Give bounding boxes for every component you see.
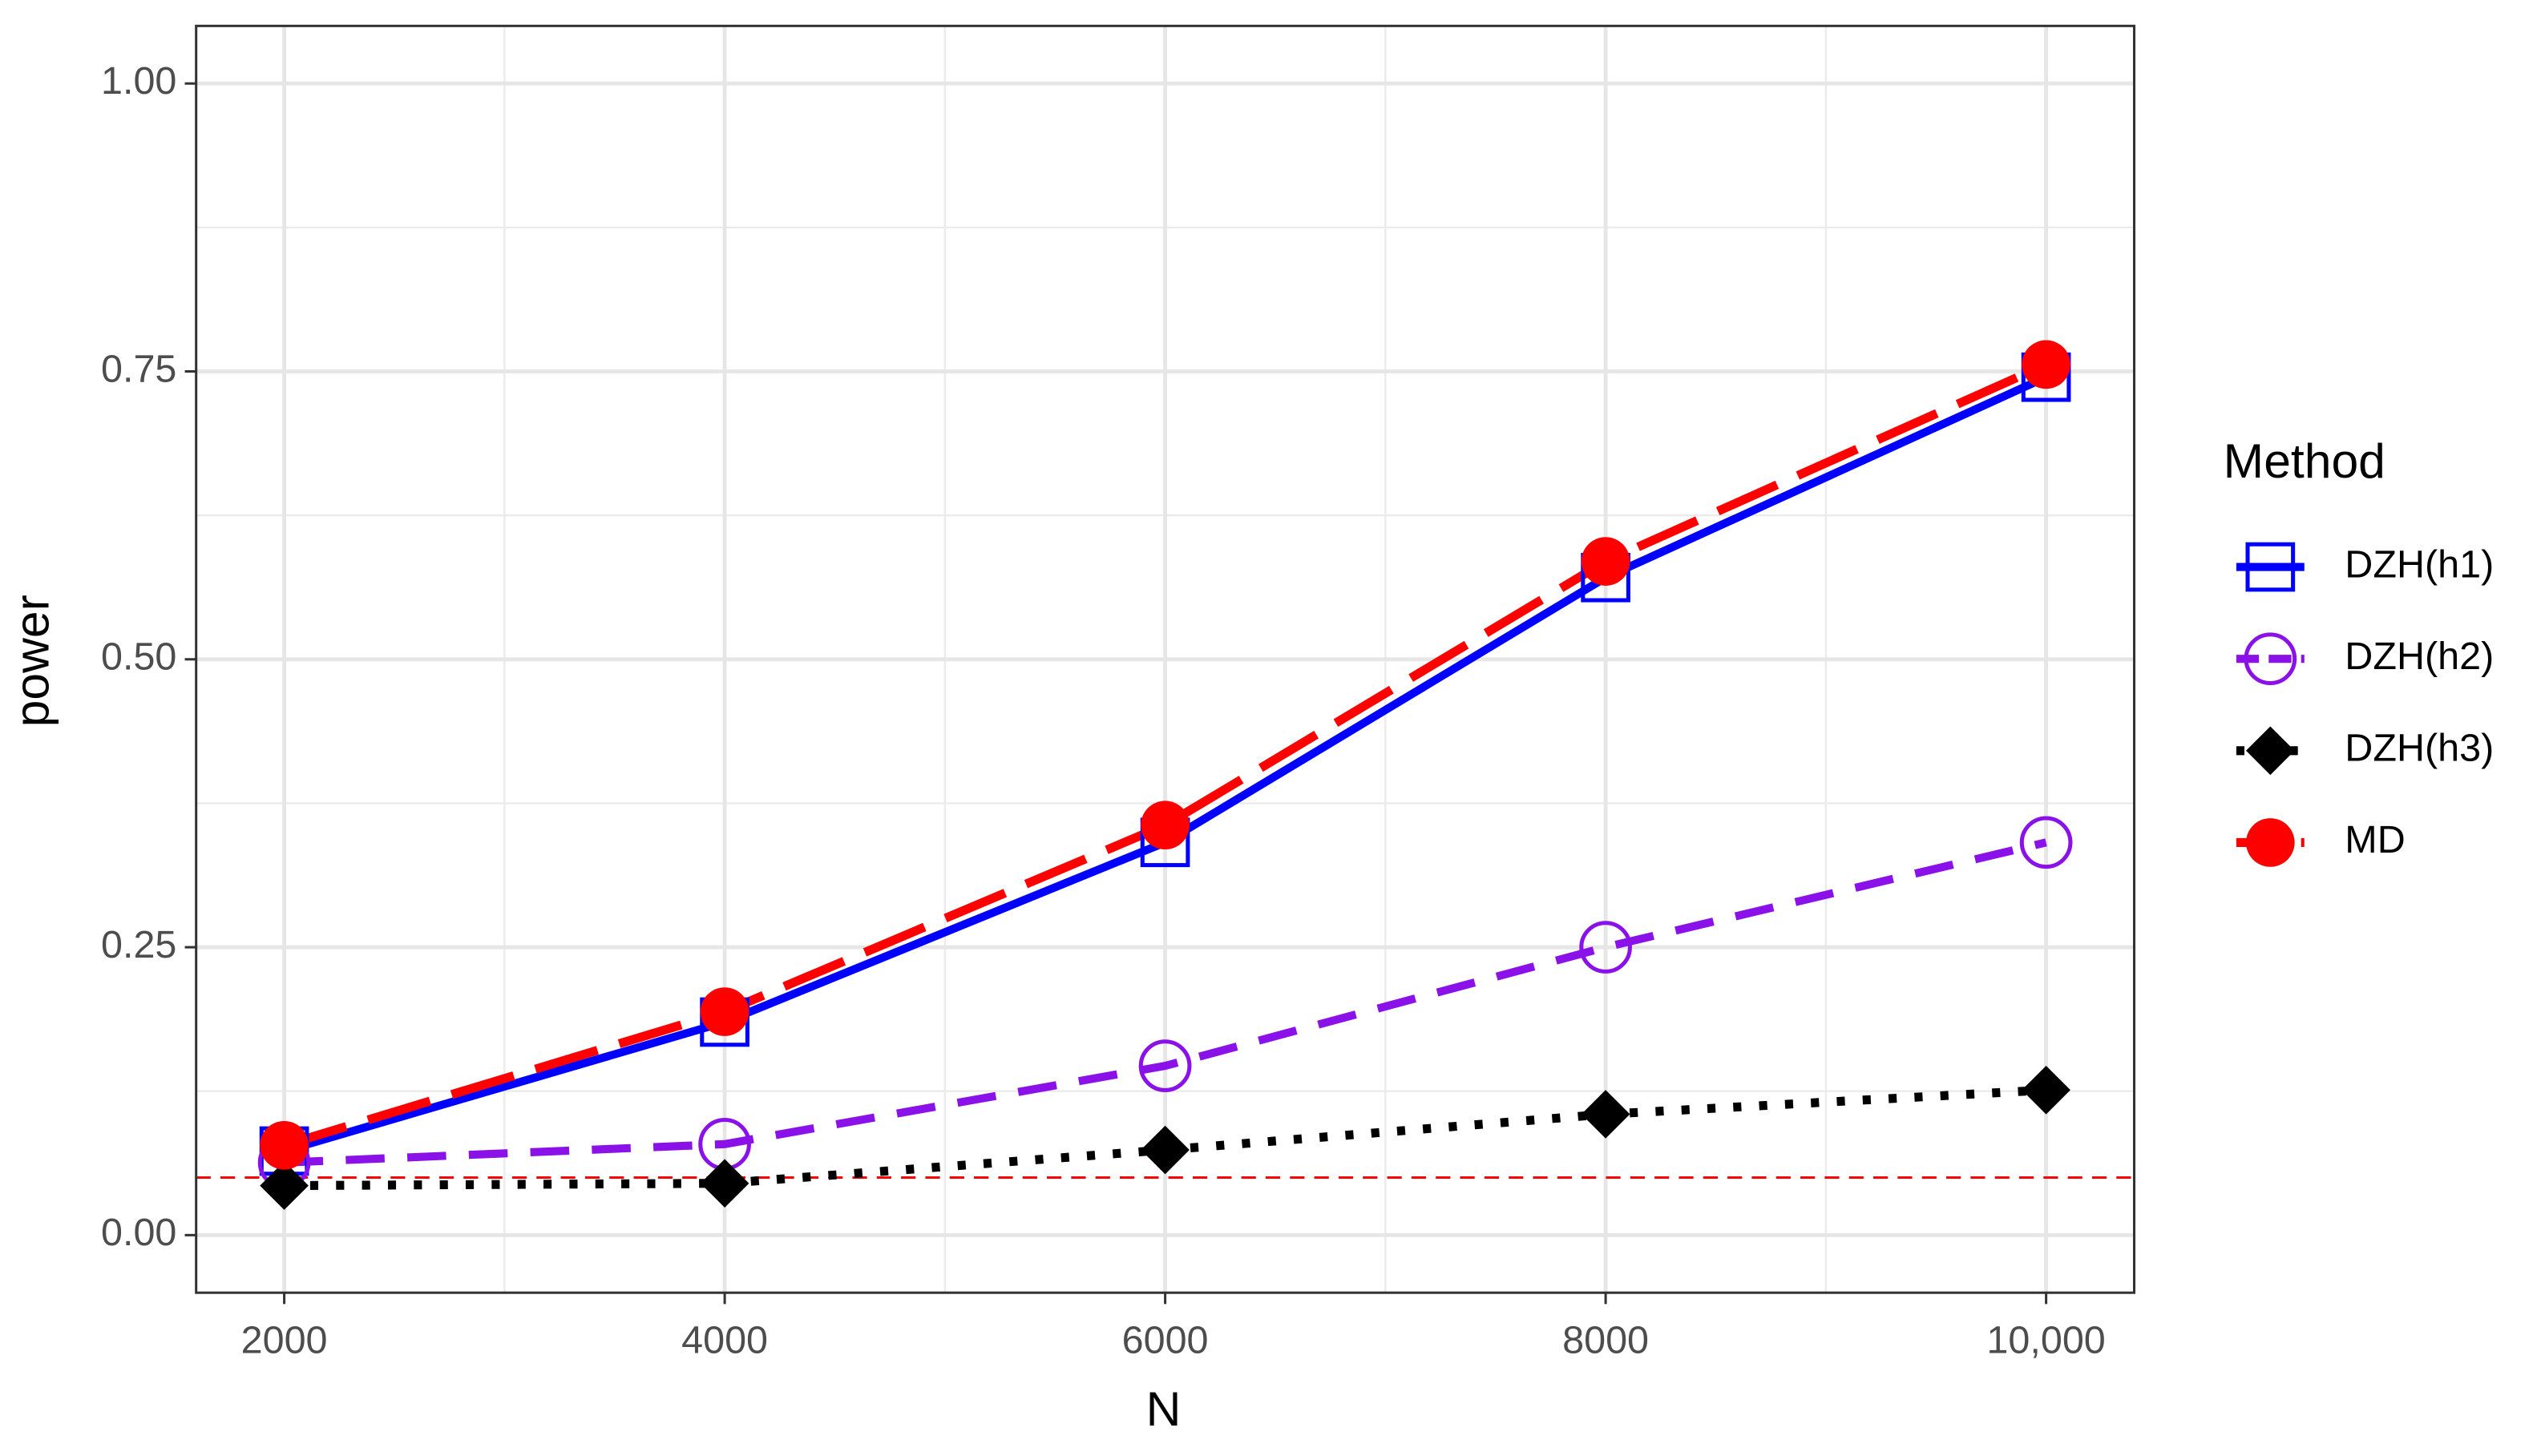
legend-title: Method — [2224, 434, 2385, 488]
marker — [700, 987, 749, 1036]
marker — [1579, 921, 1632, 974]
plot-border — [195, 24, 2136, 1294]
legend-marker — [2244, 632, 2297, 686]
marker — [1141, 801, 1190, 850]
y-tick-label: 0.25 — [101, 923, 176, 966]
marker — [2022, 1065, 2070, 1115]
legend-marker — [2245, 818, 2295, 867]
marker — [2019, 816, 2073, 869]
legend-label: MD — [2345, 818, 2405, 861]
x-tick-label: 2000 — [241, 1319, 328, 1362]
marker — [2022, 340, 2070, 389]
marker — [1138, 1039, 1192, 1092]
marker — [1581, 537, 1630, 586]
legend-label: DZH(h1) — [2345, 542, 2494, 586]
x-tick-label: 6000 — [1122, 1319, 1209, 1362]
x-axis-label: N — [1146, 1381, 1182, 1436]
y-tick-label: 0.75 — [101, 347, 176, 390]
marker — [700, 1159, 749, 1208]
y-tick-label: 0.50 — [101, 635, 176, 679]
legend-label: DZH(h2) — [2345, 635, 2494, 678]
x-tick-label: 10,000 — [1986, 1319, 2105, 1362]
series-line — [284, 838, 2047, 1167]
y-axis-label: power — [5, 595, 59, 727]
y-tick-label: 0.00 — [101, 1211, 176, 1254]
x-tick-label: 8000 — [1562, 1319, 1649, 1362]
legend-label: DZH(h3) — [2345, 727, 2494, 770]
legend-marker — [2245, 542, 2296, 592]
y-tick-label: 1.00 — [101, 59, 176, 103]
marker — [260, 1120, 309, 1170]
x-tick-label: 4000 — [681, 1319, 768, 1362]
